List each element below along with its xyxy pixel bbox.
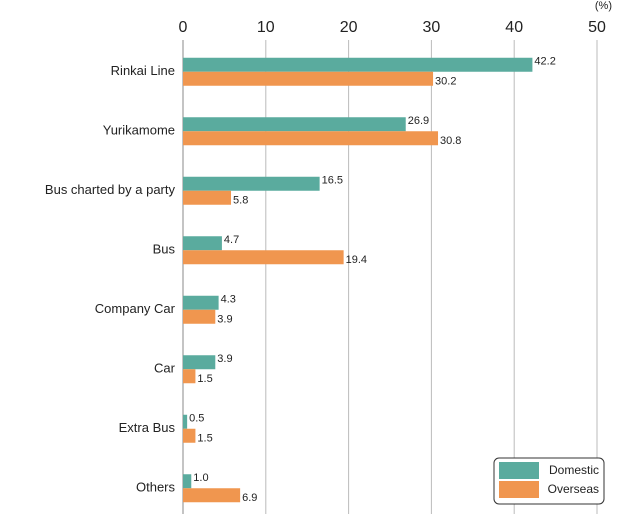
data-label: 0.5 [189,413,204,425]
y-tick-label: Bus charted by a party [45,182,176,197]
data-label: 3.9 [217,353,232,365]
bar [183,71,434,86]
data-label: 19.4 [346,254,367,266]
x-tick-label: 0 [179,19,188,36]
y-tick-label: Yurikamome [103,123,175,138]
bar [183,474,192,489]
bar [183,190,232,205]
bar [183,369,196,384]
data-label: 30.2 [435,76,456,88]
x-tick-label: 30 [423,19,441,36]
data-label: 3.9 [217,314,232,326]
bar [183,57,533,72]
y-tick-label: Extra Bus [119,420,176,435]
data-label: 1.5 [197,433,212,445]
bar [183,414,188,429]
y-tick-label: Rinkai Line [111,63,175,78]
bar [183,488,241,503]
y-tick-label: Others [136,480,176,495]
bar [183,355,216,370]
y-tick-label: Bus [153,242,176,257]
data-label: 1.0 [193,472,208,484]
y-tick-label: Car [154,361,176,376]
data-label: 6.9 [242,492,257,504]
unit-label: (%) [595,0,612,12]
data-label: 26.9 [408,115,429,127]
legend-swatch [499,462,539,479]
x-tick-label: 40 [505,19,523,36]
bar [183,309,216,324]
x-tick-label: 50 [588,19,606,36]
data-label: 5.8 [233,195,248,207]
y-tick-label: Company Car [95,301,176,316]
data-label: 42.2 [534,56,555,68]
bar [183,295,219,310]
data-label: 4.7 [224,234,239,246]
data-label: 16.5 [322,175,343,187]
legend: Domestic Overseas [493,457,605,505]
bar [183,131,439,146]
bar [183,428,196,443]
x-tick-label: 20 [340,19,358,36]
data-label: 4.3 [221,294,236,306]
data-label: 30.8 [440,135,461,147]
bar [183,117,406,132]
data-label: 1.5 [197,373,212,385]
legend-label: Overseas [548,482,599,496]
legend-label: Domestic [549,463,599,477]
legend-swatch [499,481,539,498]
bar [183,250,344,265]
bar [183,176,320,191]
x-tick-label: 10 [257,19,275,36]
bar [183,236,222,251]
